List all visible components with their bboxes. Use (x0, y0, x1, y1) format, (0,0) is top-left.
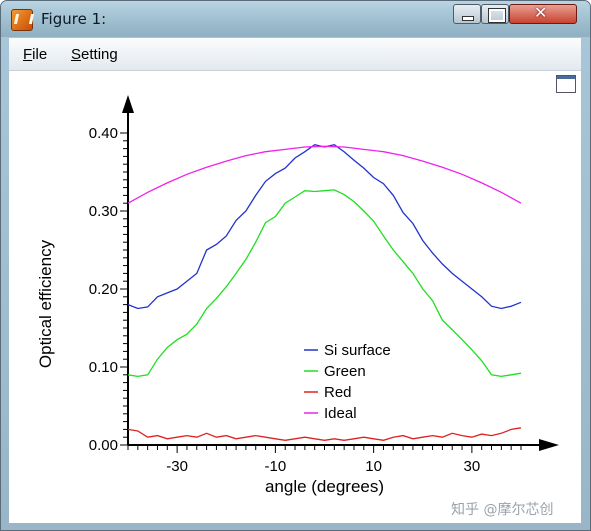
maximize-button[interactable] (481, 4, 509, 24)
title-bar[interactable]: Figure 1: ✕ (1, 1, 590, 37)
matlab-app-icon[interactable] (11, 9, 33, 31)
y-tick-label: 0.30 (89, 203, 118, 220)
legend-label: Ideal (324, 405, 357, 422)
watermark-text: 知乎 @摩尔芯创 (451, 502, 554, 518)
legend-label: Si surface (324, 342, 391, 359)
y-tick-label: 0.40 (89, 125, 118, 142)
x-tick-label: 10 (365, 458, 382, 475)
menu-file[interactable]: File (23, 46, 47, 63)
y-tick-label: 0.00 (89, 437, 118, 454)
close-icon: ✕ (534, 3, 548, 22)
legend-label: Green (324, 363, 366, 380)
y-tick-label: 0.20 (89, 281, 118, 298)
series-line-ideal (127, 145, 522, 204)
minimize-icon (462, 16, 474, 21)
menu-setting-mnemonic: S (71, 46, 82, 63)
x-tick-label: -30 (166, 458, 188, 475)
series-line-red (127, 427, 522, 441)
figure-canvas: 0.00 0.10 0.20 0.30 0.40 -30 -10 10 30 angle (deg… (9, 71, 581, 523)
chart-svg: 0.00 0.10 0.20 0.30 0.40 -30 -10 10 30 angle (deg… (36, 95, 559, 496)
x-axis-arrow-icon (539, 439, 559, 451)
menu-bar: File Setting (9, 38, 581, 71)
menu-file-label: ile (32, 46, 48, 63)
y-tick-label: 0.10 (89, 359, 118, 376)
y-axis-label: Optical efficiency (36, 239, 55, 368)
series-line-si-surface (127, 143, 522, 310)
close-button[interactable]: ✕ (509, 3, 577, 24)
x-tick-label: -10 (265, 458, 287, 475)
minimize-button[interactable] (453, 4, 481, 24)
x-axis-label: angle (degrees) (265, 477, 384, 496)
menu-setting[interactable]: Setting (71, 46, 118, 63)
legend-label: Red (324, 384, 352, 401)
menu-file-mnemonic: F (23, 46, 33, 63)
menu-setting-label: etting (81, 46, 118, 63)
maximize-icon (488, 8, 506, 23)
window-title: Figure 1: (41, 10, 107, 28)
x-tick-label: 30 (464, 458, 481, 475)
y-axis-arrow-icon (122, 95, 134, 113)
series-line-green (127, 189, 522, 378)
toolbar-toggle-button[interactable] (556, 75, 576, 93)
